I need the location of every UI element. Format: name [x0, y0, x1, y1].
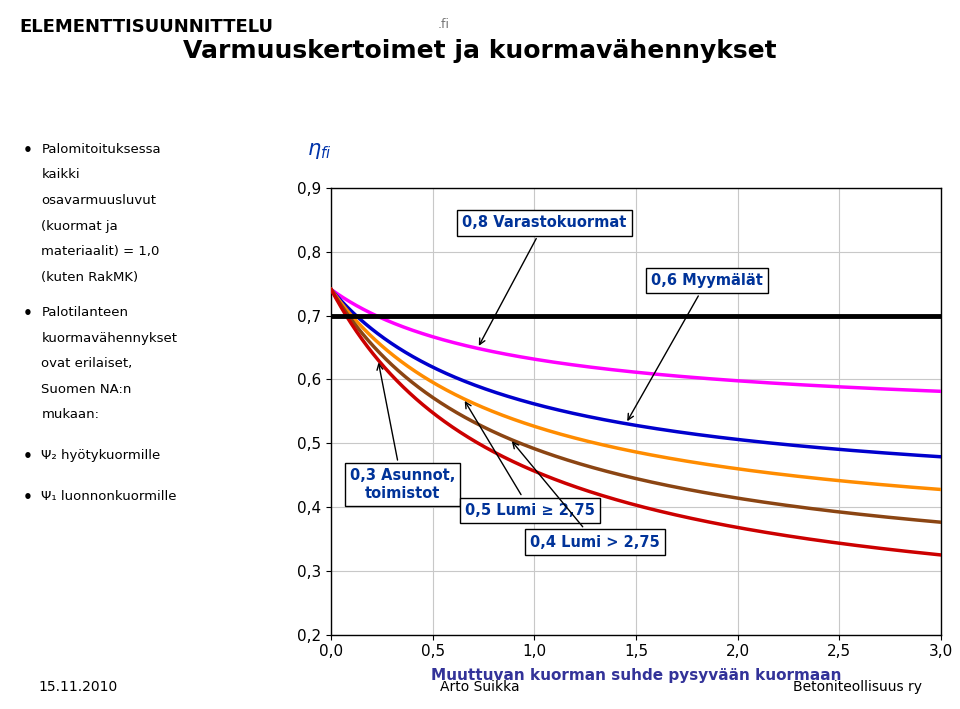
Text: mukaan:: mukaan: — [41, 408, 99, 421]
Text: Arto Suikka: Arto Suikka — [441, 680, 519, 694]
Text: kuormavähennykset: kuormavähennykset — [41, 332, 178, 345]
Text: 0,5 Lumi ≥ 2,75: 0,5 Lumi ≥ 2,75 — [466, 402, 595, 518]
X-axis label: Muuttuvan kuorman suhde pysyvään kuormaan: Muuttuvan kuorman suhde pysyvään kuormaa… — [431, 668, 841, 683]
Text: •: • — [22, 143, 32, 158]
Text: Betoniteollisuus ry: Betoniteollisuus ry — [793, 680, 922, 694]
Text: 0,3 Asunnot,
toimistot: 0,3 Asunnot, toimistot — [349, 364, 455, 501]
Text: 0,8 Varastokuormat: 0,8 Varastokuormat — [463, 216, 627, 345]
Text: ovat erilaiset,: ovat erilaiset, — [41, 357, 132, 370]
Text: osavarmuusluvut: osavarmuusluvut — [41, 194, 156, 207]
Text: •: • — [22, 306, 32, 321]
Text: 0,6 Myymälät: 0,6 Myymälät — [628, 273, 763, 420]
Text: Ψ₁ luonnonkuormille: Ψ₁ luonnonkuormille — [41, 490, 177, 503]
Text: •: • — [22, 490, 32, 505]
Text: ELEMENTTISUUNNITTELU: ELEMENTTISUUNNITTELU — [19, 18, 274, 35]
Text: 15.11.2010: 15.11.2010 — [38, 680, 118, 694]
Text: 0,4 Lumi > 2,75: 0,4 Lumi > 2,75 — [513, 442, 660, 549]
Text: materiaalit) = 1,0: materiaalit) = 1,0 — [41, 245, 159, 258]
Text: (kuormat ja: (kuormat ja — [41, 220, 118, 233]
Text: .fi: .fi — [438, 18, 449, 30]
Text: •: • — [22, 450, 32, 464]
Text: (kuten RakMK): (kuten RakMK) — [41, 271, 138, 284]
Text: Palotilanteen: Palotilanteen — [41, 306, 129, 319]
Text: Suomen NA:n: Suomen NA:n — [41, 383, 132, 396]
Text: Ψ₂ hyötykuormille: Ψ₂ hyötykuormille — [41, 450, 160, 462]
Text: kaikki: kaikki — [41, 169, 80, 182]
Text: $\eta_{fi}$: $\eta_{fi}$ — [307, 141, 331, 161]
Text: Varmuuskertoimet ja kuormavähennykset: Varmuuskertoimet ja kuormavähennykset — [183, 39, 777, 63]
Text: Palomitoituksessa: Palomitoituksessa — [41, 143, 161, 156]
